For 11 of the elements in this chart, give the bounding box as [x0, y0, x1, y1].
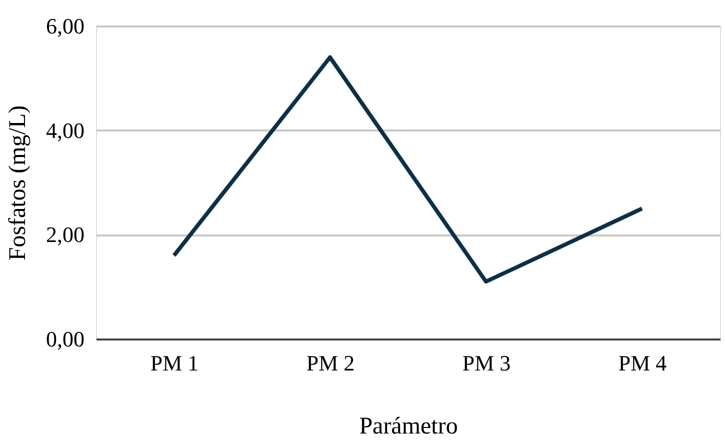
x-tick-label: PM 3: [462, 350, 511, 376]
y-tick-label: 4,00: [46, 118, 84, 143]
y-tick-label: 6,00: [46, 14, 84, 38]
y-axis-title: Fosfatos (mg/L): [5, 105, 31, 261]
x-tick-label: PM 2: [306, 350, 355, 376]
x-tick-label: PM 4: [618, 350, 667, 376]
line-series: [172, 55, 644, 284]
x-tick-label: PM 1: [150, 350, 199, 376]
y-tick-label: 0,00: [46, 326, 84, 352]
y-tick-label: 2,00: [46, 222, 84, 248]
x-axis-title: Parámetro: [359, 414, 458, 440]
